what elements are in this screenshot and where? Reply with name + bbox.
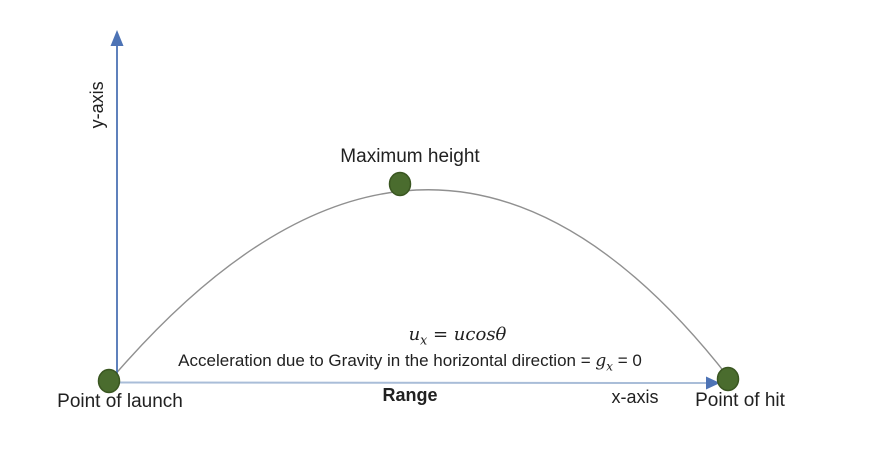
gravity-subscript: x bbox=[606, 359, 613, 374]
y-axis-label: y-axis bbox=[87, 81, 108, 129]
range-label: Range bbox=[382, 385, 438, 405]
maximum-height-label: Maximum height bbox=[340, 146, 480, 167]
horizontal-velocity-equation: ux = ucosθ bbox=[375, 324, 540, 348]
gravity-symbol: g bbox=[595, 351, 607, 371]
velocity-subscript: x bbox=[420, 332, 428, 348]
x-axis-arrowhead-icon bbox=[706, 376, 720, 390]
hit-point-dot bbox=[716, 366, 740, 392]
x-axis-line bbox=[117, 381, 708, 384]
point-of-hit-label: Point of hit bbox=[695, 390, 785, 411]
gravity-equation: Acceleration due to Gravity in the horiz… bbox=[110, 351, 710, 374]
gravity-suffix: = 0 bbox=[612, 351, 642, 370]
point-of-launch-label: Point of launch bbox=[57, 391, 183, 412]
gravity-prefix: Acceleration due to Gravity in the horiz… bbox=[178, 351, 596, 370]
peak-point-dot bbox=[388, 171, 412, 197]
x-axis-label: x-axis bbox=[611, 387, 659, 407]
velocity-rest: = ucosθ bbox=[427, 324, 507, 345]
trajectory-curve bbox=[112, 189, 730, 379]
velocity-base: u bbox=[408, 324, 421, 345]
launch-point-dot bbox=[97, 368, 121, 394]
y-axis-arrowhead-icon bbox=[110, 30, 124, 46]
